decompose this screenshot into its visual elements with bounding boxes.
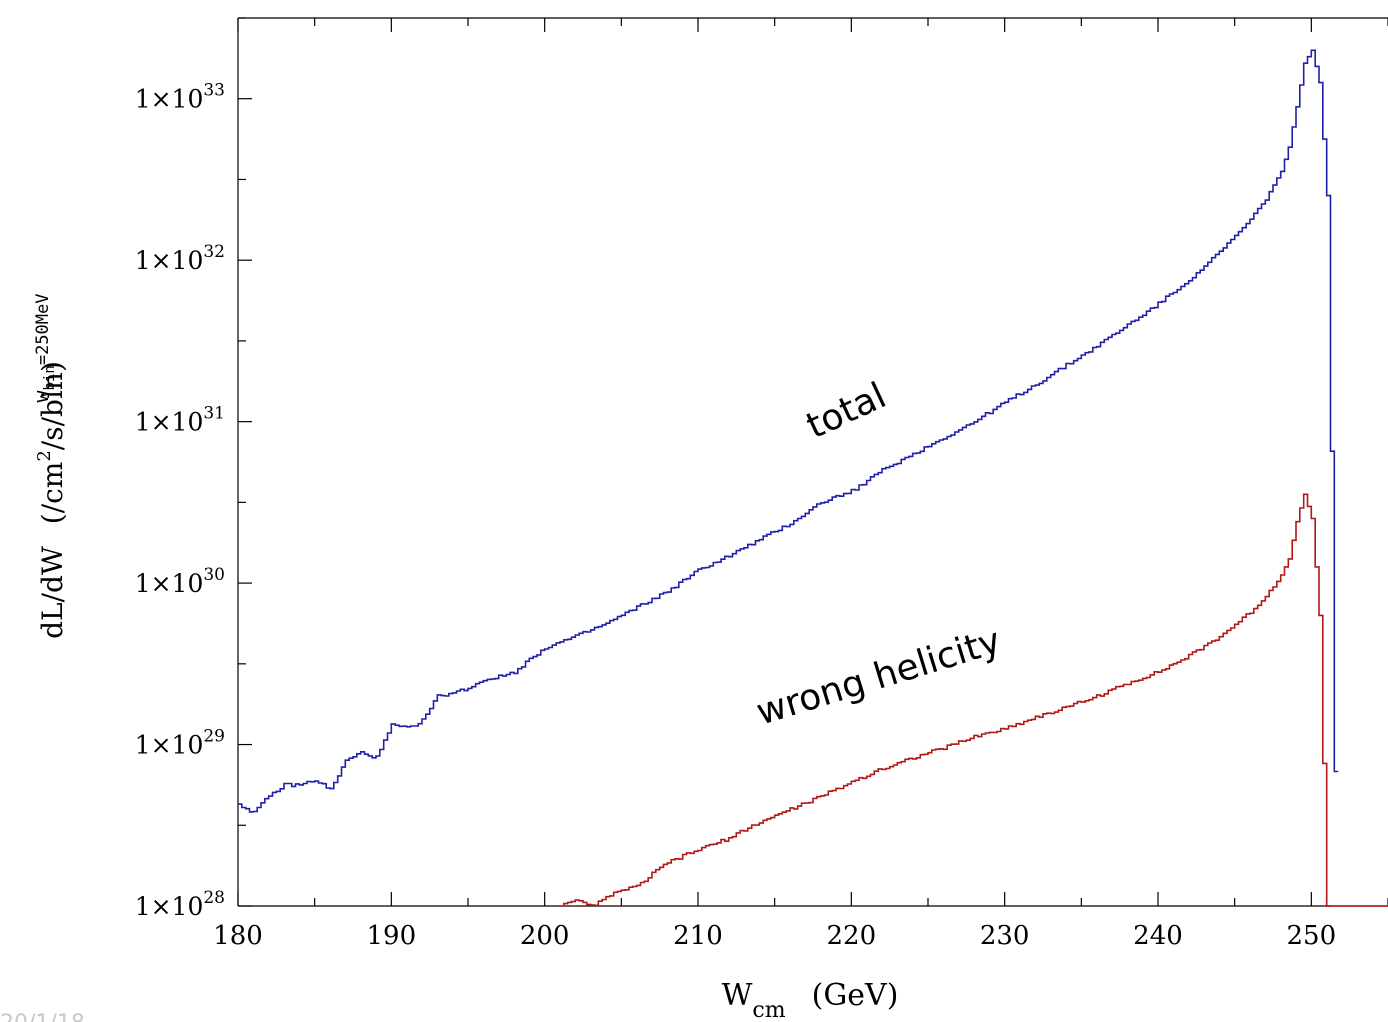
y-tick-label: 1×1031 (135, 404, 225, 437)
x-tick-label: 230 (980, 921, 1030, 951)
series-layer (238, 49, 1388, 907)
y-tick-labels: 1×1028 1×1029 1×1030 1×1031 1×1032 1×1033 (135, 81, 225, 921)
x-tick-label: 180 (213, 921, 263, 951)
annotation-label: wrong helicity (752, 620, 1006, 733)
y-axis-label: dL/dW(/cm2/s/bin) (34, 361, 69, 639)
bin-width-label: wbin=250MeV (29, 294, 58, 403)
y-tick-label: 1×1030 (135, 565, 225, 598)
x-tick-label: 190 (367, 921, 417, 951)
series-line-total (238, 49, 1339, 813)
x-tick-labels: 180 190 200 210 220 230 240 250 (213, 921, 1336, 951)
footer-date: 20/1/18 (0, 1011, 85, 1022)
series-line-wrong-helicity (560, 493, 1331, 907)
y-tick-label: 1×1029 (135, 727, 225, 760)
annotation-label: total (801, 375, 893, 447)
x-tick-label: 200 (520, 921, 570, 951)
x-tick-label: 240 (1133, 921, 1183, 951)
x-axis-label: Wcm (GeV) (722, 978, 899, 1022)
x-tick-label: 220 (827, 921, 877, 951)
axis-ticks (237, 17, 1388, 907)
x-tick-label: 250 (1287, 921, 1337, 951)
plot-frame (237, 17, 1388, 907)
annotations: total wrong helicity (752, 375, 1006, 733)
y-tick-label: 1×1028 (135, 888, 225, 921)
x-tick-label: 210 (673, 921, 723, 951)
y-tick-label: 1×1033 (135, 81, 225, 114)
y-tick-label: 1×1032 (135, 242, 225, 275)
